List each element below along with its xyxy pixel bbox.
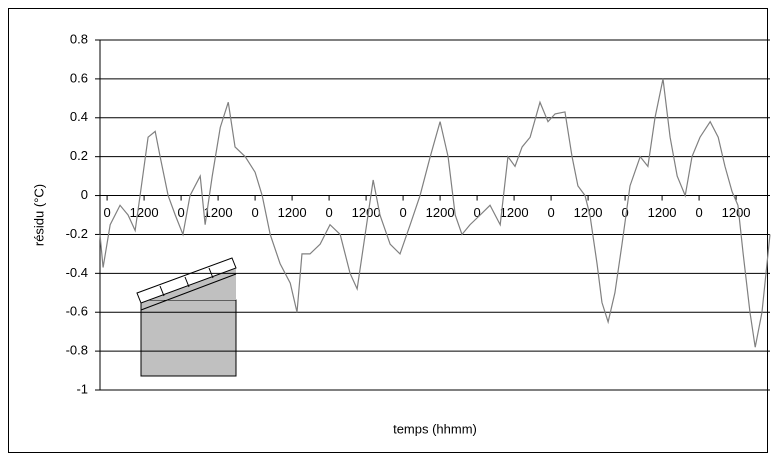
x-tick-label: 1200 (648, 205, 677, 220)
x-tick-label: 1200 (500, 205, 529, 220)
x-tick-label: 0 (251, 205, 258, 220)
x-tick-label: 1200 (722, 205, 751, 220)
x-tick-label: 0 (621, 205, 628, 220)
chart-frame (8, 8, 768, 453)
x-tick-label: 1200 (130, 205, 159, 220)
y-axis-title: résidu (°C) (31, 184, 46, 246)
y-tick-label: 0.2 (70, 148, 88, 163)
x-tick-label: 1200 (574, 205, 603, 220)
x-axis-title: temps (hhmm) (393, 421, 477, 436)
x-tick-label: 1200 (426, 205, 455, 220)
y-tick-label: -0.2 (66, 226, 88, 241)
data-line (99, 78, 771, 348)
y-tick-label: 0 (81, 187, 88, 202)
y-tick-label: 0.6 (70, 70, 88, 85)
x-tick-label: 1200 (352, 205, 381, 220)
x-tick-label: 0 (103, 205, 110, 220)
x-tick-label: 0 (473, 205, 480, 220)
y-tick-label: 0.8 (70, 31, 88, 46)
y-tick-label: -0.8 (66, 343, 88, 358)
x-tick-label: 0 (325, 205, 332, 220)
y-tick-label: 0.4 (70, 109, 88, 124)
x-tick-label: 0 (399, 205, 406, 220)
x-tick-label: 0 (695, 205, 702, 220)
y-tick-label: -0.6 (66, 304, 88, 319)
y-tick-label: -1 (76, 381, 88, 396)
x-tick-label: 0 (177, 205, 184, 220)
y-tick-label: -0.4 (66, 265, 88, 280)
x-tick-label: 0 (547, 205, 554, 220)
x-tick-label: 1200 (204, 205, 233, 220)
x-tick-label: 1200 (278, 205, 307, 220)
